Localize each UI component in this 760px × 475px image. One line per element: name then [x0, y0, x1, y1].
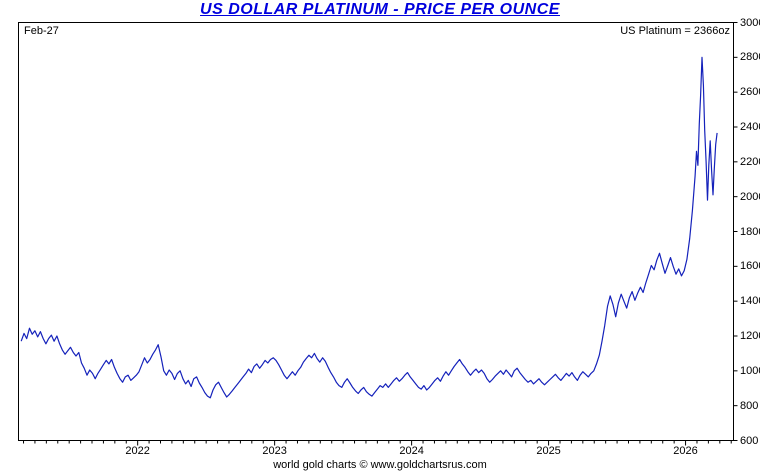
y-axis-tick-label: 1000 — [740, 364, 760, 377]
price-line-series — [20, 56, 718, 399]
x-axis-tick-label: 2022 — [125, 445, 150, 457]
y-axis-tick-label: 2600 — [740, 86, 760, 99]
y-axis-tick-label: 2000 — [740, 190, 760, 203]
x-axis-tick-label: 2024 — [399, 445, 424, 457]
y-axis-tick-label: 2400 — [740, 121, 760, 133]
y-axis-tick-label: 2800 — [740, 51, 760, 64]
x-axis-tick-label: 2025 — [536, 445, 561, 457]
current-price-label: US Platinum = 2366oz — [620, 25, 730, 37]
y-axis-tick-label: 1600 — [740, 260, 760, 273]
y-axis-tick-label: 3000 — [740, 16, 760, 29]
last-date-label: Feb-27 — [24, 25, 59, 37]
plot-border — [18, 22, 734, 441]
footer-attribution: world gold charts © www.goldchartsrus.co… — [273, 459, 487, 471]
y-axis-tick-label: 800 — [740, 399, 759, 412]
y-axis-tick-label: 2200 — [740, 155, 760, 168]
y-axis-tick-label: 1400 — [740, 295, 760, 308]
chart-title: US DOLLAR PLATINUM - PRICE PER OUNCE — [200, 1, 560, 18]
y-axis-tick-label: 600 — [740, 434, 759, 447]
y-axis-tick-label: 1800 — [740, 225, 760, 238]
y-axis-tick-label: 1200 — [740, 330, 760, 342]
x-axis-tick-label: 2023 — [262, 445, 287, 457]
axis-tick-marks — [23, 22, 738, 446]
x-axis-tick-label: 2026 — [673, 445, 698, 457]
